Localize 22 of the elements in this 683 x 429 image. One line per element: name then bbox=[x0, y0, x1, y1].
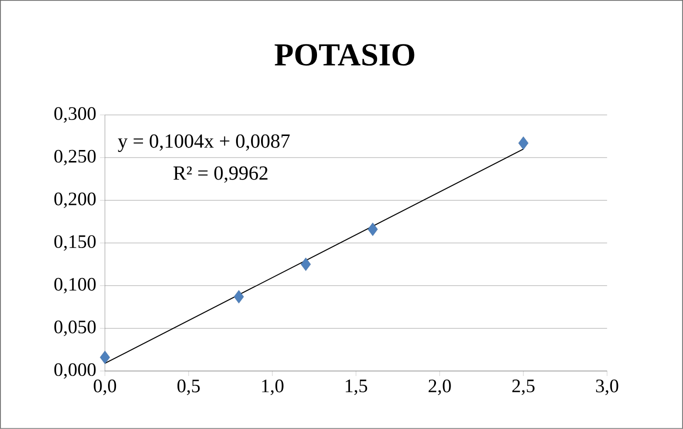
x-tick-label: 0,5 bbox=[177, 380, 200, 396]
y-tick-label: 0,200 bbox=[54, 192, 96, 208]
chart-title: POTASIO bbox=[274, 44, 414, 66]
y-tick-label: 0,250 bbox=[54, 150, 96, 166]
y-tick-label: 0,050 bbox=[54, 320, 96, 336]
point bbox=[100, 350, 110, 364]
x-tick-label: 2,0 bbox=[428, 380, 451, 396]
x-tick-label: 1,5 bbox=[346, 380, 368, 396]
x-tick-label: 3,0 bbox=[596, 380, 618, 396]
x-tick-label: 0,0 bbox=[94, 380, 116, 396]
y-tick-label: 0,150 bbox=[54, 235, 96, 251]
point bbox=[234, 290, 244, 304]
y-tick-label: 0,300 bbox=[54, 107, 96, 123]
y-tick-label: 0,000 bbox=[54, 363, 96, 379]
annotation: R² = 0,9962 bbox=[174, 166, 268, 183]
point bbox=[300, 258, 311, 271]
x-tick-label: 2,5 bbox=[512, 380, 535, 396]
y-tick-label: 0,100 bbox=[54, 278, 96, 294]
point bbox=[518, 136, 528, 150]
annotation: y = 0,1004x + 0,0087 bbox=[118, 134, 290, 152]
point bbox=[368, 222, 378, 236]
x-tick-label: 1,0 bbox=[262, 380, 284, 396]
